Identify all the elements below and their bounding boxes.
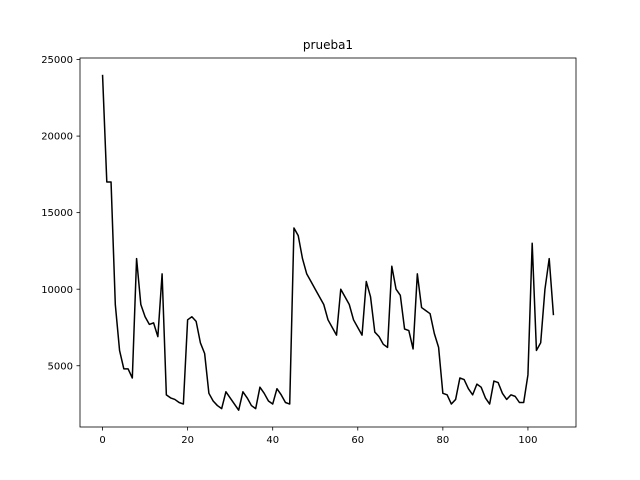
x-tick-label: 40 [266,435,279,446]
y-tick-label: 10000 [41,285,73,296]
series-line-0 [101,74,555,411]
y-tick-label: 5000 [48,361,73,372]
x-tick-label: 60 [351,435,364,446]
y-tick-label: 25000 [41,55,73,66]
x-tick-label: 80 [436,435,449,446]
x-tick-label: 0 [99,435,105,446]
chart-title: prueba1 [303,38,353,52]
x-tick-label: 20 [181,435,194,446]
y-tick-label: 15000 [41,208,73,219]
data-layer [101,74,555,411]
plot-frame [79,57,577,428]
x-tick-label: 100 [518,435,537,446]
axes-layer: 0 20 40 60 80 100 5000 10000 15000 20000 25000 [41,55,577,446]
y-tick-label: 20000 [41,132,73,143]
